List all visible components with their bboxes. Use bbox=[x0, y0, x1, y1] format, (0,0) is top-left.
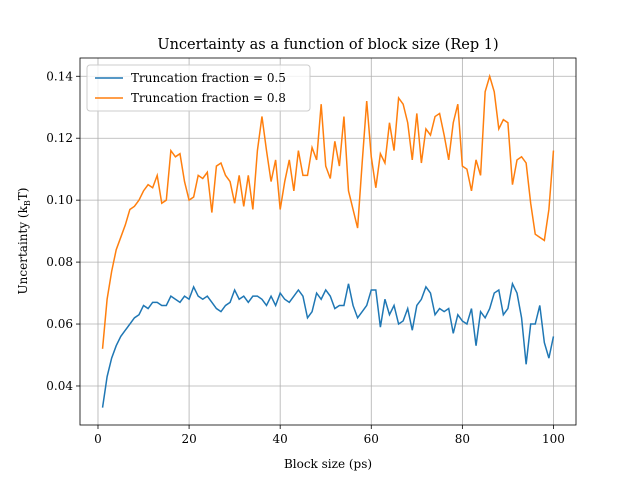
y-label-end: T) bbox=[16, 188, 30, 201]
series-line bbox=[101, 73, 555, 349]
y-tick-label: 0.12 bbox=[46, 131, 73, 145]
x-axis-label: Block size (ps) bbox=[284, 457, 372, 471]
y-tick-label: 0.14 bbox=[46, 69, 73, 83]
x-tick-label: 100 bbox=[542, 432, 565, 446]
legend-label: Truncation fraction = 0.5 bbox=[131, 71, 286, 85]
x-tick-label: 80 bbox=[455, 432, 470, 446]
x-tick-label: 40 bbox=[273, 432, 288, 446]
y-tick-label: 0.04 bbox=[46, 379, 73, 393]
y-tick-label: 0.10 bbox=[46, 193, 73, 207]
y-label-sub: B bbox=[23, 200, 32, 206]
series-line bbox=[101, 281, 555, 408]
chart-title: Uncertainty as a function of block size … bbox=[157, 37, 498, 53]
y-tick-label: 0.06 bbox=[46, 317, 73, 331]
legend-label: Truncation fraction = 0.8 bbox=[131, 91, 286, 105]
x-tick-label: 20 bbox=[181, 432, 196, 446]
legend-box bbox=[86, 64, 311, 112]
x-tick-label: 0 bbox=[94, 432, 102, 446]
y-axis-label: Uncertainty (kBT) bbox=[16, 188, 32, 295]
x-tick-label: 60 bbox=[364, 432, 379, 446]
axes-frame bbox=[79, 57, 577, 426]
y-label-main: Uncertainty (k bbox=[16, 205, 30, 294]
y-tick-label: 0.08 bbox=[46, 255, 73, 269]
